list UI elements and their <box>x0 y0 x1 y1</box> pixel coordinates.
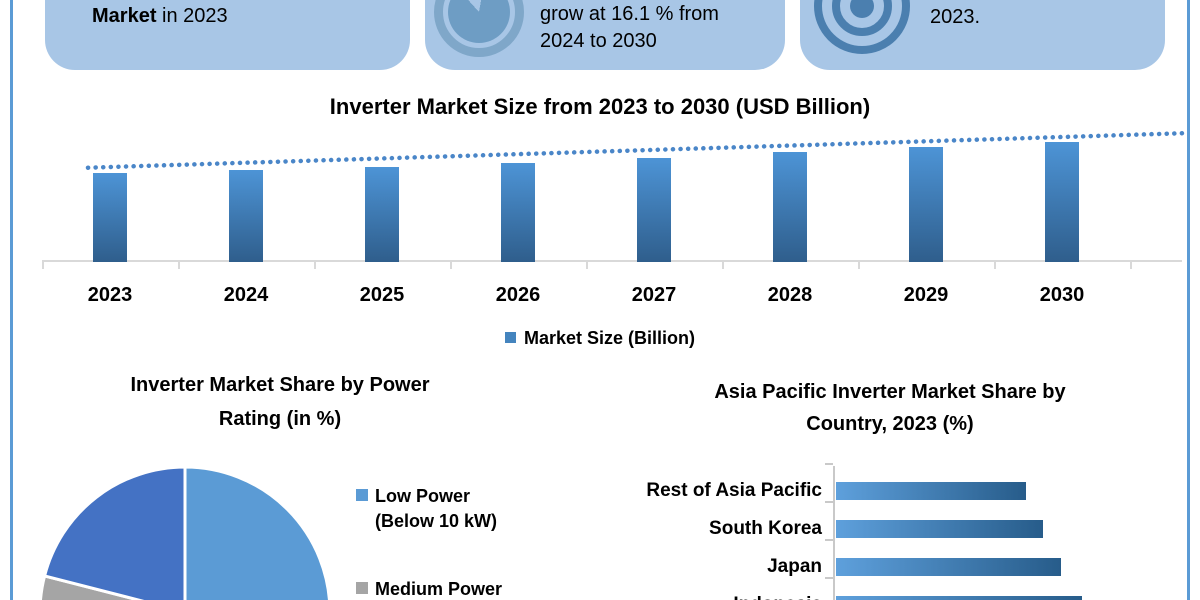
bar-indonesia <box>836 596 1082 600</box>
legend-marker-medium-power <box>356 582 368 594</box>
axis-tick <box>1130 262 1132 269</box>
pie-chart-title: Inverter Market Share by Power Rating (i… <box>130 374 430 430</box>
stat-box-year-text: 2023. <box>930 6 981 28</box>
pie-legend-item-low-power: Low Power (Below 10 kW) <box>356 484 497 534</box>
axis-tick <box>450 262 452 269</box>
axis-tick <box>858 262 860 269</box>
bar-2025 <box>365 167 399 262</box>
axis-tick <box>825 539 833 541</box>
stat-box-market-rest: in 2023 <box>156 5 228 27</box>
right-border-line <box>1187 0 1190 600</box>
axis-tick <box>825 577 833 579</box>
axis-tick <box>825 501 833 503</box>
country-label: Rest of Asia Pacific <box>646 480 822 501</box>
axis-tick <box>178 262 180 269</box>
trendline-path <box>85 130 1185 170</box>
pie-slice <box>43 465 187 600</box>
bar-2029 <box>909 147 943 262</box>
apac-axis-line <box>833 466 835 600</box>
bar-rest-of-asia-pacific <box>836 482 1026 500</box>
legend-label: Market Size (Billion) <box>523 328 696 348</box>
bar-2023 <box>93 173 127 262</box>
stat-box-market-text: Market in 2023 <box>92 3 228 29</box>
year-label: 2030 <box>1039 284 1085 306</box>
year-label: 2026 <box>495 284 541 306</box>
legend-marker <box>504 332 516 343</box>
year-label: 2025 <box>359 284 405 306</box>
year-label: 2028 <box>767 284 813 306</box>
left-border-line <box>10 0 13 600</box>
stat-box-growth-line2: 2024 to 2030 <box>540 30 657 52</box>
axis-tick <box>314 262 316 269</box>
bar-2024 <box>229 170 263 262</box>
axis-tick <box>994 262 996 269</box>
bar-2028 <box>773 152 807 262</box>
year-label: 2024 <box>223 284 269 306</box>
target-icon-middle-ring <box>832 0 892 36</box>
axis-tick <box>825 463 833 465</box>
country-label: Japan <box>767 556 822 577</box>
pie-gauge-icon <box>434 0 524 57</box>
market-size-legend: Market Size (Billion) <box>0 328 1200 349</box>
apac-chart-title: Asia Pacific Inverter Market Share by Co… <box>714 381 1066 435</box>
year-label: 2023 <box>87 284 133 306</box>
year-label: 2027 <box>631 284 677 306</box>
legend-marker-low-power <box>356 489 368 501</box>
bar-japan <box>836 558 1061 576</box>
year-label: 2029 <box>903 284 949 306</box>
axis-tick <box>722 262 724 269</box>
stat-box-market-bold: Market <box>92 5 157 27</box>
pie-slice <box>183 465 331 600</box>
target-icon-center-dot <box>850 0 874 18</box>
bar-south-korea <box>836 520 1043 538</box>
bar-2026 <box>501 163 535 262</box>
market-size-chart-title: Inverter Market Size from 2023 to 2030 (… <box>329 94 871 119</box>
pie-legend-item-medium-power: Medium Power <box>356 577 502 600</box>
bar-2030 <box>1045 142 1079 262</box>
axis-tick <box>42 262 44 269</box>
axis-tick <box>586 262 588 269</box>
stat-box-growth-line1: grow at 16.1 % from <box>540 3 719 25</box>
stat-box-market: Market in 2023 <box>45 0 410 70</box>
country-label: Indonesia <box>556 586 822 600</box>
power-rating-pie <box>39 465 331 600</box>
country-label: South Korea <box>709 518 822 539</box>
x-axis-line <box>42 260 1182 262</box>
bar-2027 <box>637 158 671 262</box>
